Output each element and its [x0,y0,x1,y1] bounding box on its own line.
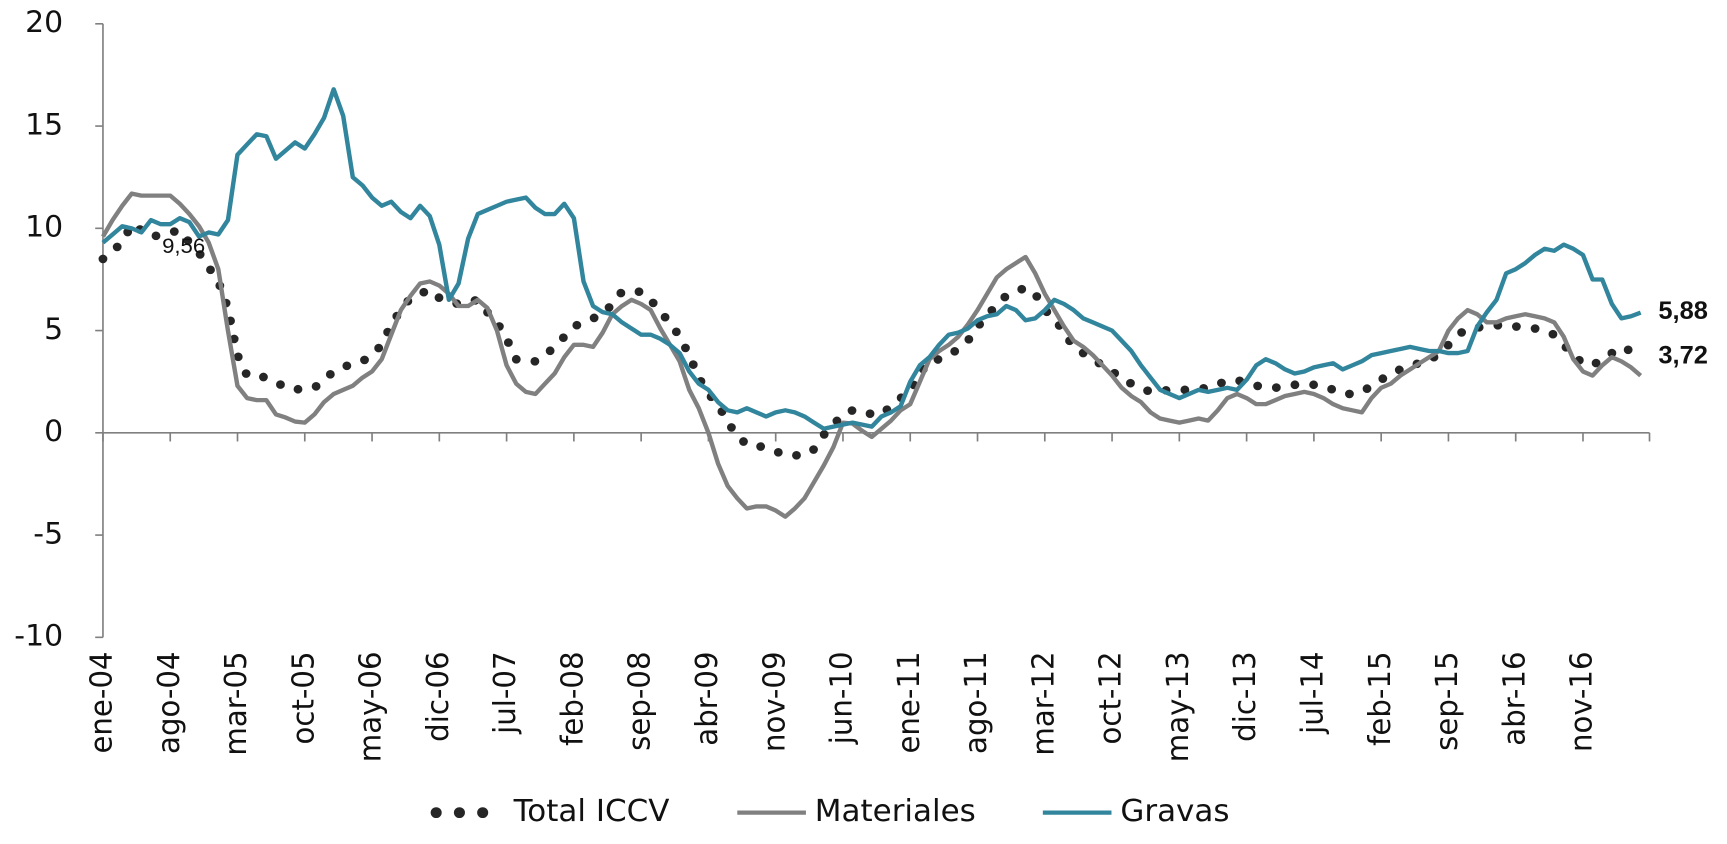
x-tick-label: jun-10 [824,651,858,745]
y-tick-label: 20 [25,6,63,40]
y-tick-label: 5 [44,312,63,346]
y-tick-label: -10 [14,619,63,653]
x-tick-label: ene-04 [84,651,118,753]
x-tick-label: jul-14 [1295,651,1329,734]
legend-label: Materiales [815,794,976,829]
x-tick-label: jul-07 [488,651,522,734]
y-tick-label: 10 [25,210,63,244]
data-label: 3,72 [1658,342,1708,370]
legend-label: Total ICCV [513,794,670,829]
x-tick-label: ago-11 [959,651,993,754]
x-tick-label: feb-08 [555,651,589,746]
data-label: 5,88 [1658,297,1708,325]
x-tick-label: abr-09 [690,651,724,745]
x-tick-label: oct-12 [1093,651,1127,744]
y-tick-label: -5 [33,517,63,551]
y-tick-label: 15 [25,108,63,142]
x-tick-label: sep-08 [622,651,656,750]
x-tick-label: ene-11 [892,651,926,753]
x-tick-label: feb-15 [1362,651,1396,746]
x-tick-label: may-13 [1161,651,1195,762]
x-tick-label: sep-15 [1430,651,1464,750]
x-tick-label: oct-05 [286,651,320,744]
x-tick-label: dic-13 [1228,651,1262,741]
x-tick-label: abr-16 [1497,651,1531,745]
x-tick-label: nov-09 [757,651,791,752]
x-tick-label: mar-12 [1026,651,1060,755]
y-tick-label: 0 [44,415,63,449]
series-line [101,87,1642,431]
x-tick-label: may-06 [353,651,387,762]
series-line [101,191,1643,519]
data-label: 9,56 [162,233,205,258]
series-line [98,219,1646,460]
x-tick-label: ago-04 [152,651,186,754]
x-tick-label: dic-06 [421,651,455,741]
legend-label: Gravas [1120,794,1229,829]
x-tick-label: mar-05 [219,651,253,755]
x-tick-label: nov-16 [1564,651,1598,752]
